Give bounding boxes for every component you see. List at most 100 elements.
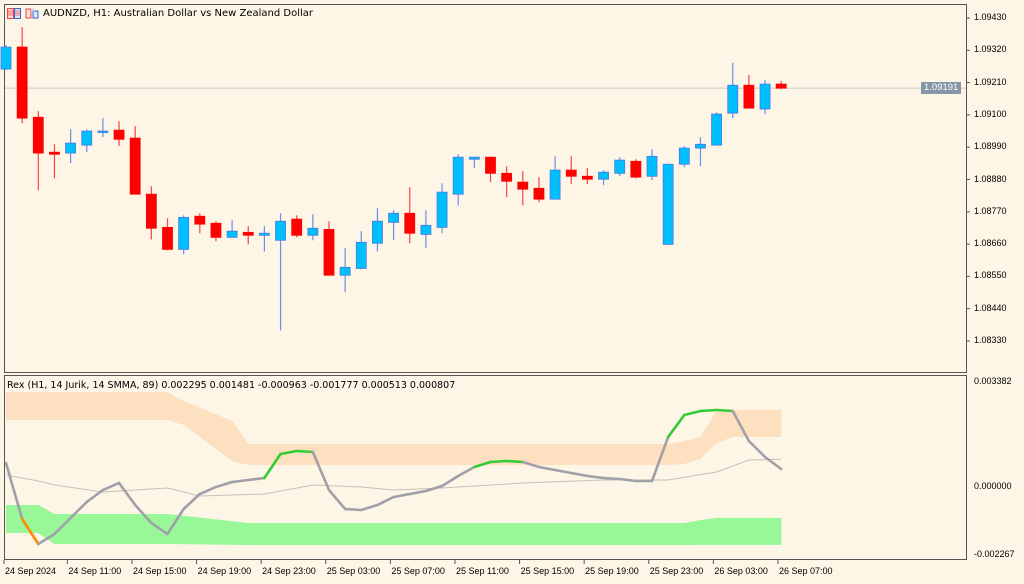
bull-candle [727, 62, 739, 119]
candle-body [355, 241, 367, 269]
bear-candle [533, 177, 545, 203]
bear-candle [194, 213, 206, 234]
candles [0, 27, 787, 331]
indicator-panel-frame [4, 375, 967, 560]
candle-body [598, 171, 609, 180]
indicator-tick-label: 0.003382 [974, 376, 1012, 386]
candle-body [178, 216, 190, 250]
price-tick-label: 1.08330 [974, 335, 1007, 345]
rex-line-segment [69, 500, 89, 520]
rex-line-segment [747, 439, 767, 459]
rex-line-segment [408, 489, 428, 496]
chart-grid-icon[interactable] [7, 8, 21, 19]
rex-line-segment [715, 408, 735, 413]
candle-body [662, 163, 674, 245]
bull-candle [339, 248, 351, 293]
bull-candle [598, 170, 609, 186]
bear-candle [242, 226, 254, 245]
bull-candle [258, 226, 270, 252]
bull-candle [307, 214, 319, 241]
candle-body [468, 156, 480, 160]
candle-body [549, 169, 561, 200]
indicator-tick-label: -0.002267 [974, 549, 1015, 559]
bull-candle [646, 149, 658, 181]
time-tick-label: 24 Sep 2024 [5, 566, 57, 576]
rex-line-segment [473, 460, 492, 469]
candle-body [533, 187, 545, 200]
rex-line-segment [392, 492, 412, 499]
candle-body [565, 169, 577, 177]
chart-title-bar: AUDNZD, H1: Australian Dollar vs New Zea… [7, 8, 313, 19]
rex-line-segment [376, 495, 395, 507]
bear-candle [582, 168, 593, 185]
candle-body [485, 156, 496, 174]
bull-candle [420, 210, 432, 249]
indicator-tick-label: 0.000000 [974, 481, 1012, 491]
rex-line-segment [182, 492, 202, 511]
bear-candle [630, 159, 642, 179]
time-tick-label: 26 Sep 03:00 [714, 566, 768, 576]
candle-body [97, 130, 109, 133]
rex-line-segment [456, 465, 476, 478]
bull-candle [678, 146, 690, 168]
main-panel-frame [4, 4, 967, 373]
rex-line-segment [602, 476, 622, 481]
candle-body [307, 227, 319, 236]
rex-line-segment [166, 507, 185, 536]
candle-body [711, 113, 722, 146]
price-tick-label: 1.08770 [974, 205, 1007, 216]
time-tick-label: 25 Sep 07:00 [391, 566, 445, 576]
rex-line-segment [279, 449, 299, 456]
candle-body [242, 231, 254, 236]
rex-line-segment [133, 503, 153, 525]
upper-band [6, 391, 782, 466]
bull-candle [452, 154, 464, 206]
bear-candle [743, 74, 755, 109]
rex-line-segment [618, 477, 638, 483]
rex-line-segment [650, 435, 670, 483]
indicator-title: Rex (H1, 14 Jurik, 14 SMMA, 89) 0.002295… [7, 380, 456, 391]
bull-candle [468, 156, 480, 169]
candle-body [404, 212, 416, 234]
bear-candle [129, 126, 141, 195]
candle-body [646, 155, 658, 177]
bear-candle [113, 121, 125, 147]
candle-body [452, 156, 464, 195]
rex-line-segment [230, 478, 250, 484]
bull-candle [662, 163, 674, 245]
bull-candle [97, 118, 109, 138]
candle-body [81, 130, 93, 146]
candle-body [258, 232, 270, 236]
bear-candle [162, 218, 173, 251]
candle-body [49, 151, 60, 155]
bull-candle [549, 156, 561, 200]
price-tick-label: 1.09430 [974, 12, 1007, 22]
rex-line-segment [246, 476, 266, 482]
candle-body [16, 46, 28, 119]
candle-body [275, 220, 286, 241]
candle-body [743, 84, 755, 109]
time-tick-label: 24 Sep 15:00 [132, 566, 187, 576]
candle-body [775, 83, 787, 89]
chart-symbol-title: AUDNZD, H1: Australian Dollar vs New Zea… [43, 8, 314, 19]
bull-candle [372, 208, 383, 252]
templates-icon[interactable] [25, 8, 39, 19]
price-tick-label: 1.09320 [974, 44, 1007, 55]
time-tick-label: 24 Sep 11:00 [68, 566, 122, 576]
rex-line-segment [569, 471, 589, 478]
rex-line-segment [489, 459, 508, 464]
bear-candle [517, 171, 529, 206]
bear-candle [145, 186, 157, 240]
rex-line-segment [537, 465, 557, 472]
rex-line-segment [214, 480, 234, 489]
candle-body [323, 229, 335, 276]
price-tick-label: 1.08660 [974, 238, 1007, 249]
candle-body [65, 142, 76, 154]
bear-candle [501, 166, 513, 198]
candle-body [388, 212, 400, 223]
lower-band [6, 505, 782, 546]
rex-line-segment [263, 452, 282, 480]
rex-line-segment [198, 485, 218, 496]
bear-candle [32, 111, 44, 191]
